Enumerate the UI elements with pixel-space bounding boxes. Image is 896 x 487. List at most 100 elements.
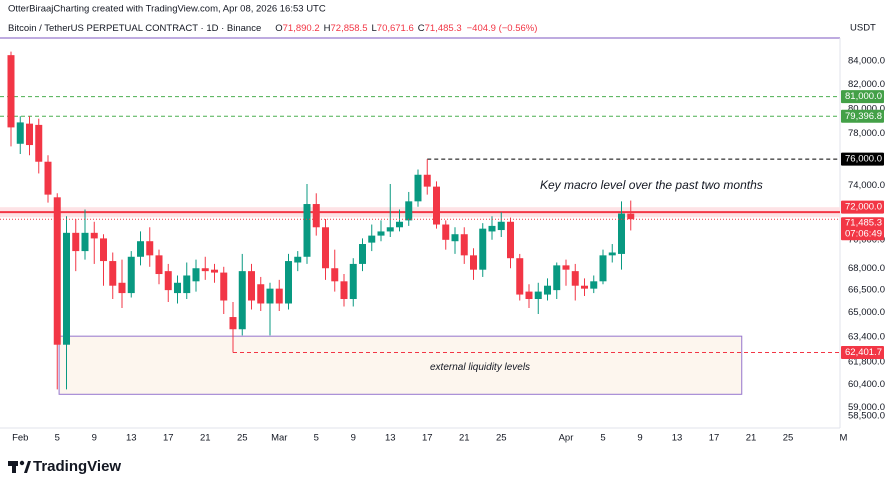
x-tick-label: 9 [351,433,356,444]
x-tick-label: 13 [385,433,396,444]
x-tick-label: 17 [709,433,720,444]
candle-body [488,225,496,232]
candle-body [581,285,588,289]
readout-key: C [418,23,425,34]
x-tick-label: 9 [637,433,642,444]
readout-key: H [324,23,331,34]
candle-body [386,227,394,232]
price-tag [841,346,884,360]
last-price-label: 71,485.3 [845,218,882,229]
logo-shape [24,461,31,473]
candle-body [497,221,505,231]
candle-body [571,271,579,286]
candle-body [26,123,33,146]
x-tick-label: 25 [496,433,507,444]
countdown: 07:06:49 [845,229,882,240]
candle-body [164,271,172,291]
price-tag-label: 62,401.7 [845,347,882,358]
x-tick-label: 9 [92,433,97,444]
candle-body [359,244,366,264]
candle-body [174,282,181,294]
price-tag-label: 81,000.0 [845,91,882,102]
x-tick-label: 25 [237,433,248,444]
price-tag [841,90,884,104]
brand: TradingView [33,458,121,475]
zone-label: external liquidity levels [430,362,530,373]
candle-body [90,232,98,239]
candle-body [201,268,209,272]
y-tick-label: 58,500.0 [848,410,885,421]
y-tick-label: 84,000.0 [848,55,885,66]
x-tick-label: 13 [672,433,683,444]
x-tick-label: 17 [163,433,174,444]
x-tick-label: 21 [459,433,470,444]
y-tick-label: 59,000.0 [848,402,885,413]
candle-body [349,263,357,300]
price-tag [841,152,884,166]
x-tick-label: Mar [271,433,287,444]
x-tick-label: 21 [746,433,757,444]
currency: USDT [850,23,876,34]
readout: Bitcoin / TetherUS PERPETUAL CONTRACT · … [8,23,537,34]
candle-body [118,282,126,294]
candle-body [72,232,80,252]
y-tick-label: 65,000.0 [848,307,885,318]
candle-body [396,221,403,228]
candle-body [534,291,542,300]
candle-body [553,265,561,291]
symbol-title: Bitcoin / TetherUS PERPETUAL CONTRACT · … [8,23,261,34]
x-tick-label: 13 [126,433,137,444]
candle-body [35,124,43,162]
readout-value: 71,890.2 [283,23,320,34]
candle-body [137,241,144,257]
candle-body [516,258,524,295]
price-tag [841,200,884,214]
candle-body [368,235,376,243]
candle-body [109,261,117,286]
candle-body [451,234,459,242]
candle-body [608,252,616,256]
liquidity-zone [58,335,743,395]
candle-body [303,204,311,257]
price-tag-label: 79,396.8 [845,111,882,122]
readout-value: 72,858.5 [331,23,368,34]
candle-body [423,174,431,187]
candle-body [275,288,283,304]
readout-key: L [371,23,376,34]
candle-body [405,201,413,221]
candle-body [470,255,477,270]
logo-shape [12,461,16,473]
y-tick-label: 80,000.0 [848,103,885,114]
candle-body [312,204,320,228]
candle-body [63,232,70,345]
candle-body [53,197,61,345]
x-tick-label: 5 [55,433,60,444]
candle-body [127,256,135,294]
price-tag [841,109,884,123]
candle-body [599,255,607,282]
readout-change: −404.9 (−0.56%) [467,23,538,34]
x-tick-label: Apr [559,433,574,444]
candle-body [7,55,15,128]
price-tag-label: 72,000.0 [845,202,882,213]
y-tick-label: 60,400.0 [848,379,885,390]
x-tick-label: 17 [422,433,433,444]
x-tick-label: 5 [600,433,605,444]
x-tick-label: 5 [314,433,319,444]
candle-body [44,161,52,195]
candle-body [183,275,191,294]
x-tick-label: M [840,433,848,444]
candle-body [294,256,302,263]
candle-body [146,241,154,256]
candle-body [266,288,274,304]
candle-body [544,285,551,295]
candle-body [627,213,635,220]
annotation: Key macro level over the past two months [540,178,763,192]
candle-body [525,291,533,300]
logo: TradingView [8,458,121,475]
logo-shape [19,460,25,466]
candle-body [238,271,246,330]
candle-body [331,268,339,282]
readout-key: O [275,23,282,34]
